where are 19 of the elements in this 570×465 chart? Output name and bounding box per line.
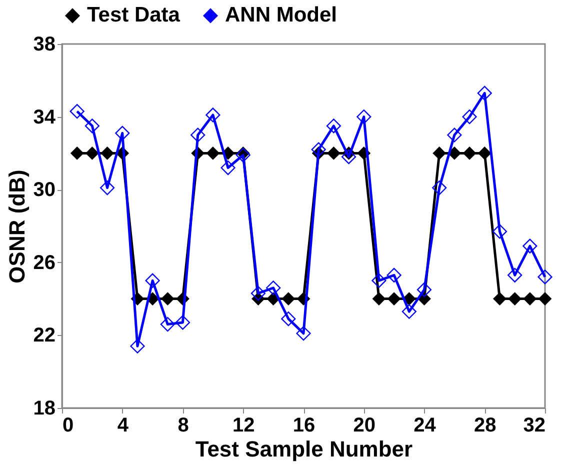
y-tick-label: 26: [33, 252, 56, 274]
x-tick-label: 28: [474, 414, 496, 436]
x-tick-label: 16: [292, 414, 316, 436]
x-tick-label: 8: [178, 414, 189, 436]
legend-label: Test Data: [87, 4, 180, 27]
y-tick-label: 34: [33, 106, 56, 128]
y-tick-label: 30: [33, 179, 56, 202]
y-tick-label: 22: [33, 324, 56, 347]
x-tick-label: 4: [117, 414, 130, 436]
legend-label: ANN Model: [225, 4, 337, 27]
y-axis-title: OSNR (dB): [4, 170, 30, 284]
x-axis-title: Test Sample Number: [195, 436, 414, 462]
x-tick-label: 24: [414, 414, 437, 436]
y-tick-label: 18: [33, 398, 56, 420]
x-tick-label: 20: [353, 414, 376, 436]
x-tick-label: 32: [523, 414, 546, 436]
x-tick-label: 12: [232, 414, 255, 436]
x-tick-label: 0: [62, 414, 74, 436]
y-tick-label: 38: [33, 34, 56, 56]
